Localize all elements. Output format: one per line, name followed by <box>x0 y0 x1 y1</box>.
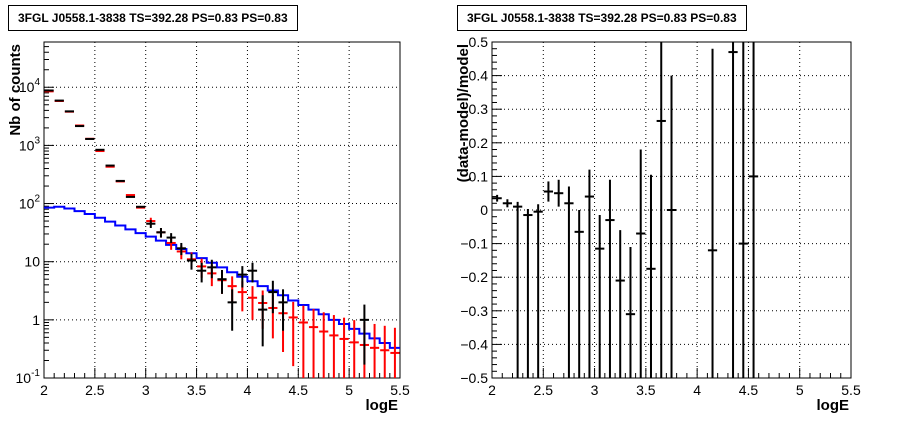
x-tick-label: 2.5 <box>85 382 105 398</box>
data-point <box>380 325 390 378</box>
data-point <box>615 230 625 378</box>
x-tick-label: 3 <box>142 382 150 398</box>
data-point <box>738 42 748 378</box>
x-tick-label: 4.5 <box>289 382 309 398</box>
y-tick-label: 10-1 <box>16 368 41 386</box>
data-point <box>513 201 523 378</box>
data-point <box>237 266 247 288</box>
data-point <box>207 259 217 279</box>
x-tick-label: 4 <box>244 382 252 398</box>
left-chart-pad: 2 2.5 3 3.5 4 4.5 5 5.5 10-1 1 10 102 103 104 logE Nb o… <box>7 5 410 414</box>
x-tick-label: 2.5 <box>534 382 554 398</box>
data-point <box>339 317 349 378</box>
data-point <box>186 253 197 270</box>
data-point <box>492 194 502 202</box>
data-point <box>502 199 513 208</box>
data-point <box>268 280 278 314</box>
x-tick-label: 5 <box>345 382 353 398</box>
data-point <box>707 48 718 378</box>
data-point <box>554 179 564 207</box>
data-point <box>329 315 339 378</box>
y-tick-label: 0.2 <box>469 135 489 151</box>
y-axis-title: (data-model)/model <box>455 44 472 182</box>
data-point <box>369 323 380 378</box>
right-chart-title: 3FGL J0558.1-3838 TS=392.28 PS=0.83 PS=0… <box>457 5 747 31</box>
y-tick-label: −0.5 <box>460 370 488 386</box>
data-point <box>625 246 636 378</box>
data-point <box>247 262 258 283</box>
data-point <box>227 289 237 331</box>
data-point <box>390 327 400 378</box>
data-point <box>646 174 656 378</box>
y-tick-label: −0.3 <box>460 303 488 319</box>
data-point <box>197 262 207 283</box>
data-point <box>217 269 227 294</box>
x-tick-label: 5.5 <box>390 382 410 398</box>
x-tick-label: 2 <box>40 382 48 398</box>
x-tick-label: 4.5 <box>739 382 759 398</box>
y-tick-label: −0.1 <box>460 236 488 252</box>
left-chart-title: 3FGL J0558.1-3838 TS=392.28 PS=0.83 PS=0… <box>8 5 298 31</box>
data-point <box>574 210 584 378</box>
y-tick-label: 1 <box>32 312 40 328</box>
data-point <box>319 312 329 378</box>
data-point <box>156 227 166 238</box>
data-point <box>359 304 369 365</box>
data-point <box>247 286 258 320</box>
x-tick-label: 3 <box>591 382 599 398</box>
y-tick-label: 0.3 <box>469 101 489 117</box>
model-histogram-line <box>44 205 400 349</box>
residuals-chart: 2 2.5 3 3.5 4 4.5 5 5.5 −0.5 −0.4 −0.3 −0.2 −0.1 0 0.1… <box>455 34 861 414</box>
y-tick-label: −0.4 <box>460 336 488 352</box>
y-tick-label: 103 <box>19 135 41 153</box>
x-axis-title: logE <box>366 397 399 414</box>
data-point <box>666 75 677 378</box>
y-tick-label: 0 <box>480 202 488 218</box>
data-point <box>564 186 574 378</box>
data-point <box>288 301 298 367</box>
data-point <box>656 42 666 378</box>
x-tick-label: 2 <box>488 382 496 398</box>
y-axis-title: Nb of counts <box>7 44 24 136</box>
x-tick-label: 4 <box>693 382 701 398</box>
data-point <box>258 295 268 347</box>
data-point <box>605 179 615 378</box>
data-point <box>308 308 319 378</box>
right-chart-pad: 2 2.5 3 3.5 4 4.5 5 5.5 −0.5 −0.4 −0.3 −0.2 −0.1 0 0.1… <box>449 0 898 421</box>
data-point <box>146 220 156 228</box>
data-point <box>278 289 288 331</box>
y-tick-label: 0.1 <box>469 168 489 184</box>
data-point <box>543 181 554 202</box>
y-tick-label: 0.5 <box>469 34 489 50</box>
x-tick-label: 5 <box>796 382 804 398</box>
data-point <box>523 208 533 378</box>
x-tick-label: 3.5 <box>187 382 207 398</box>
data-point <box>636 149 646 378</box>
data-point <box>748 42 759 378</box>
plot-frame <box>43 41 401 379</box>
y-tick-label: 102 <box>19 194 41 212</box>
data-point <box>176 242 186 256</box>
x-tick-label: 3.5 <box>636 382 656 398</box>
data-point <box>728 42 738 378</box>
data-point <box>166 233 176 243</box>
y-tick-label: −0.2 <box>460 269 488 285</box>
x-axis-title: logE <box>817 397 850 414</box>
data-point <box>595 215 605 378</box>
data-point <box>533 204 543 378</box>
x-tick-label: 5.5 <box>841 382 861 398</box>
y-tick-label: 0.4 <box>469 68 489 84</box>
data-point <box>584 169 595 378</box>
y-tick-label: 10 <box>24 254 40 270</box>
data-point <box>298 305 308 378</box>
data-point <box>349 320 359 378</box>
